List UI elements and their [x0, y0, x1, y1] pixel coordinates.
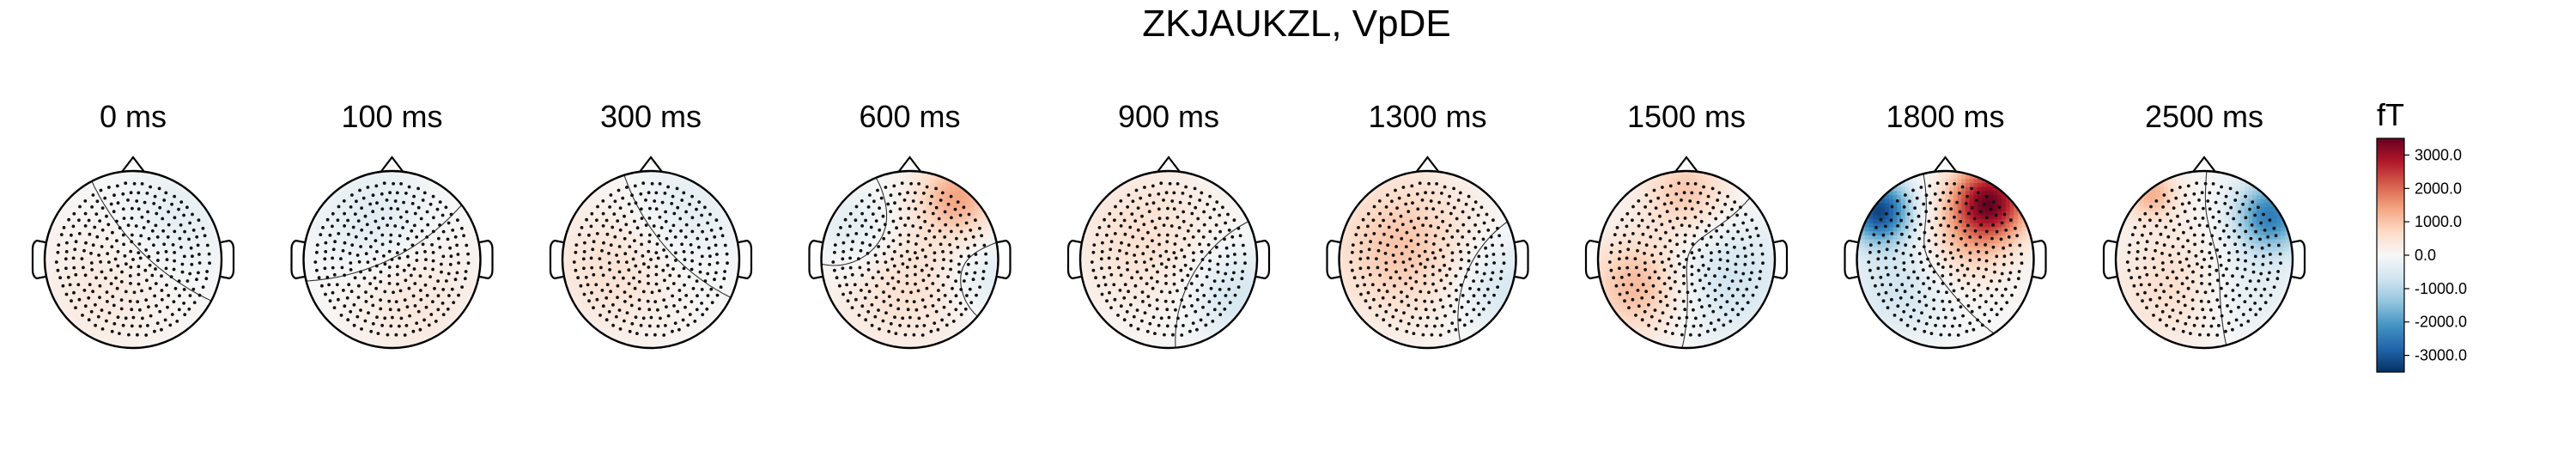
- topomap-time-label: 1300 ms: [1368, 99, 1486, 134]
- topomap-time-label: 600 ms: [859, 99, 960, 134]
- topomap-time-label: 0 ms: [100, 99, 167, 134]
- right-ear-icon: [1515, 239, 1529, 280]
- head-outline: [302, 169, 482, 350]
- head-outline: [2114, 169, 2294, 350]
- colorbar-unit-label: fT: [2377, 97, 2404, 132]
- nose-icon: [2192, 156, 2216, 173]
- right-ear-icon: [479, 239, 494, 280]
- topomap-3: 600 ms: [808, 99, 1012, 350]
- sensor-dots: [1867, 181, 2024, 337]
- topomap-time-label: 300 ms: [600, 99, 702, 134]
- sensor-dots: [1090, 181, 1247, 337]
- left-ear-icon: [808, 239, 823, 280]
- left-ear-icon: [31, 239, 46, 280]
- right-ear-icon: [220, 239, 235, 280]
- left-ear-icon: [290, 239, 305, 280]
- left-ear-icon: [549, 239, 564, 280]
- topomap-2: 300 ms: [549, 99, 753, 350]
- sensor-dots: [1349, 181, 1506, 337]
- head-outline: [1078, 169, 1259, 350]
- topomap-4: 900 ms: [1066, 99, 1271, 350]
- colorbar-gradient: [2376, 137, 2405, 373]
- topomap-6: 1500 ms: [1584, 99, 1789, 350]
- topomap-1: 100 ms: [290, 99, 494, 350]
- left-ear-icon: [1584, 239, 1600, 280]
- nose-icon: [121, 156, 145, 173]
- colorbar-tick-label: 0.0: [2415, 247, 2436, 264]
- sensor-dots: [572, 181, 729, 337]
- topomap-5: 1300 ms: [1326, 99, 1529, 350]
- nose-icon: [897, 156, 922, 173]
- head-outline: [1596, 169, 1777, 350]
- colorbar: fT 3000.0 2000.0 1000.0 0.0 -1000.0 -2000.0 -3…: [2376, 97, 2467, 373]
- topomap-time-label: 1800 ms: [1886, 99, 2004, 134]
- zero-contour-line: [2204, 171, 2227, 348]
- right-ear-icon: [997, 239, 1012, 280]
- colorbar-tick-label: 1000.0: [2415, 213, 2462, 230]
- topomap-field: [45, 171, 222, 348]
- head-outline: [561, 169, 741, 350]
- nose-icon: [1933, 156, 1958, 173]
- head-outline: [1338, 169, 1517, 350]
- nose-icon: [380, 156, 404, 173]
- right-ear-icon: [2032, 239, 2047, 280]
- sensor-dots: [2125, 181, 2282, 337]
- left-ear-icon: [2102, 239, 2117, 280]
- left-ear-icon: [1066, 239, 1082, 280]
- colorbar-tick-label: -3000.0: [2415, 347, 2467, 364]
- sensor-dots: [831, 181, 988, 337]
- topomap-time-label: 1500 ms: [1627, 99, 1746, 134]
- right-ear-icon: [738, 239, 753, 280]
- topomap-time-label: 900 ms: [1118, 99, 1219, 134]
- sensor-dots: [1607, 181, 1765, 337]
- topomap-7: 1800 ms: [1844, 99, 2047, 350]
- topomap-8: 2500 ms: [2102, 99, 2306, 350]
- topomap-time-label: 100 ms: [341, 99, 442, 134]
- figure-title: ZKJAUKZL, VpDE: [1142, 3, 1450, 45]
- right-ear-icon: [2291, 239, 2306, 280]
- colorbar-tick-label: 2000.0: [2415, 180, 2462, 197]
- head-outline: [43, 169, 223, 350]
- head-outline: [820, 169, 999, 350]
- right-ear-icon: [1773, 239, 1789, 280]
- left-ear-icon: [1844, 239, 1858, 280]
- topomap-0: 0 ms: [31, 99, 235, 350]
- topomap-panels: 0 ms 100 ms 300 ms 600 ms 900 ms 1300 ms 1500 …: [31, 99, 2306, 350]
- nose-icon: [639, 156, 663, 173]
- sensor-dots: [54, 181, 211, 337]
- colorbar-tick-label: 3000.0: [2415, 146, 2462, 163]
- nose-icon: [1415, 156, 1440, 173]
- nose-icon: [1674, 156, 1698, 173]
- sensor-dots: [313, 181, 471, 337]
- colorbar-tick-label: -1000.0: [2415, 280, 2467, 297]
- nose-icon: [1157, 156, 1181, 173]
- right-ear-icon: [1255, 239, 1271, 280]
- topomap-time-label: 2500 ms: [2145, 99, 2263, 134]
- left-ear-icon: [1326, 239, 1340, 280]
- head-outline: [1856, 169, 2035, 350]
- colorbar-tick-label: -2000.0: [2415, 314, 2467, 331]
